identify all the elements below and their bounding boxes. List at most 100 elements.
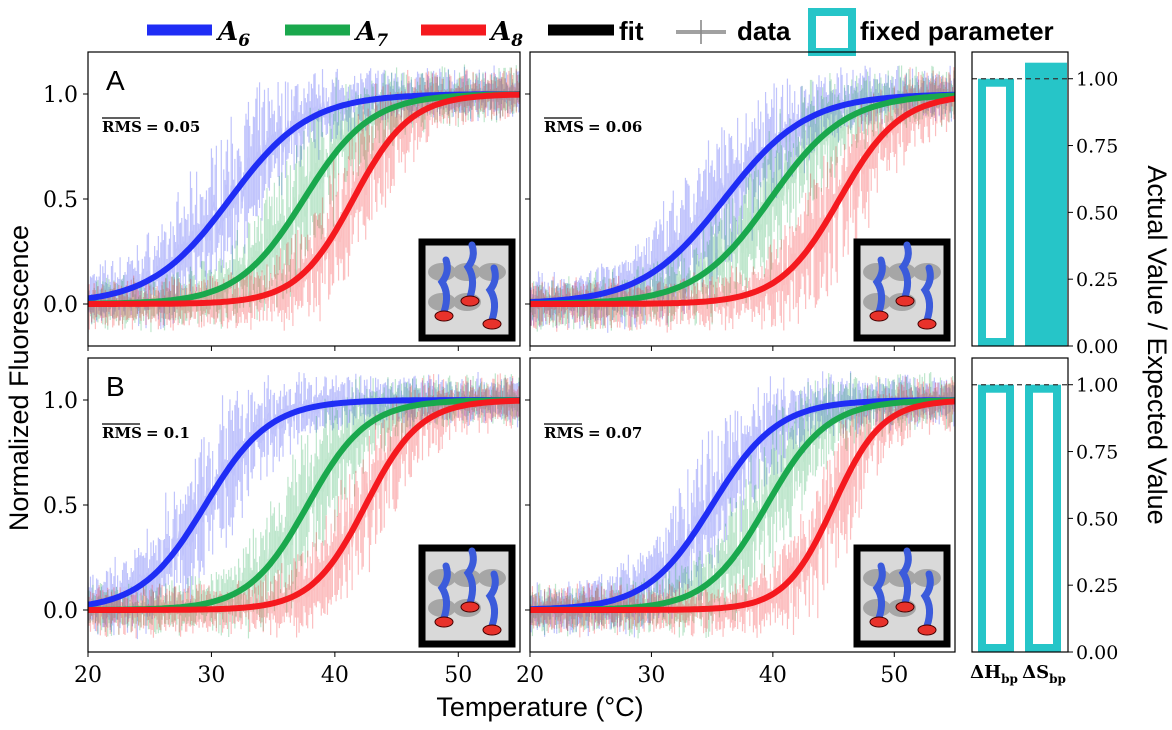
- fit-curve-A8: [530, 398, 955, 613]
- data-line-A8: [88, 87, 520, 313]
- strand-shape: [920, 264, 934, 324]
- y-tick-label: 0.5: [43, 188, 78, 213]
- legend: A6 A7 A8 fit data fixed parameter: [147, 8, 1054, 56]
- x-axis-title: Temperature (°C): [436, 692, 643, 722]
- panel-label: A: [106, 65, 125, 96]
- frame-B-bars: [971, 357, 1069, 653]
- right-y-axis-title: Actual Value / Expected Value: [1142, 165, 1172, 524]
- y-tick-label: 0.75: [1076, 442, 1118, 464]
- strand-shape: [437, 256, 451, 316]
- inset-frame: [853, 238, 951, 342]
- strand-shape: [485, 570, 499, 630]
- strand-shape: [485, 264, 499, 324]
- y-axis-title: Normalized Fluorescence: [4, 225, 34, 531]
- bar-ΔHbp: [978, 78, 1014, 347]
- y-tick-label: 0.50: [1076, 202, 1118, 224]
- rms-label: RMS: [102, 424, 142, 442]
- x-tick-label: 30: [637, 663, 665, 688]
- anchor-site: [434, 310, 454, 322]
- y-tick-label: 0.25: [1076, 269, 1118, 291]
- strand-shape: [437, 562, 451, 622]
- anchor-site: [482, 318, 502, 330]
- fit-curve-A8: [530, 95, 955, 307]
- bar-ΔSbp: [1025, 384, 1061, 652]
- rms-value: = 0.06: [588, 118, 642, 136]
- plot-area-A-right: [530, 65, 955, 333]
- rms-label: RMS: [102, 118, 142, 136]
- data-A8: [88, 373, 520, 639]
- legend-fixed-swatch: [808, 8, 856, 56]
- fit-curve-A8: [88, 91, 520, 307]
- y-tick-label: 0.75: [1076, 136, 1118, 158]
- y-tick-label: 0.00: [1076, 642, 1118, 664]
- bar-ΔHbp: [978, 384, 1014, 652]
- frame-A-bars: [971, 51, 1069, 347]
- anchor-site: [869, 310, 889, 322]
- anchor-site: [434, 616, 454, 628]
- x-tick-label: 20: [516, 663, 544, 688]
- panel-B-right: 20 30 40 50 RMS = 0.07: [516, 357, 956, 688]
- legend-fixed-label: fixed parameter: [860, 16, 1054, 46]
- anchor-site: [917, 624, 937, 636]
- anchor-site: [895, 295, 915, 307]
- inset-image: [853, 544, 951, 648]
- legend-data-swatch: [676, 20, 726, 44]
- rms-value: = 0.1: [146, 424, 190, 442]
- x-tick-label: 30: [197, 663, 225, 688]
- legend-a7-label: A7: [353, 17, 388, 51]
- y-tick-label: 0.50: [1076, 508, 1118, 530]
- anchor-site: [869, 616, 889, 628]
- anchor-site: [482, 624, 502, 636]
- anchor-site: [460, 601, 480, 613]
- x-tick-label: 50: [880, 663, 908, 688]
- inset-image: [418, 238, 516, 342]
- anchor-site: [917, 318, 937, 330]
- y-tick-label: 1.0: [43, 83, 78, 108]
- strand-shape: [463, 241, 477, 301]
- fit-curve-A6: [530, 91, 955, 306]
- strand-shape: [920, 570, 934, 630]
- inset-image: [853, 238, 951, 342]
- y-tick-label: 0.25: [1076, 575, 1118, 597]
- strand-shape: [898, 241, 912, 301]
- panel-A-bars: 0.00 0.25 0.50 0.75 1.00: [971, 51, 1118, 358]
- legend-data-label: data: [737, 16, 791, 46]
- y-tick-label: 0.00: [1076, 336, 1118, 358]
- panel-B-left: 20 30 40 50 0.0 0.5 1.0 B RMS = 0.1: [43, 357, 521, 688]
- y-tick-label: 0.0: [43, 293, 78, 318]
- panel-A-left: 0.0 0.5 1.0 A RMS = 0.05: [43, 51, 521, 351]
- strand-shape: [463, 547, 477, 607]
- legend-a8-label: A8: [488, 17, 523, 51]
- x-tick-label: 40: [321, 663, 349, 688]
- panel-A-right: RMS = 0.06: [525, 51, 956, 351]
- bar-category-dh: ΔHbp: [970, 662, 1018, 686]
- x-tick-label: 20: [74, 663, 102, 688]
- strand-shape: [872, 256, 886, 316]
- plot-area-A-left: [88, 64, 520, 333]
- x-tick-label: 50: [444, 663, 472, 688]
- plot-area-B-left: [88, 372, 520, 640]
- y-tick-label: 0.0: [43, 599, 78, 624]
- fit-curve-A6: [530, 397, 955, 613]
- fit-curve-A8: [88, 397, 520, 613]
- x-tick-label: 40: [759, 663, 787, 688]
- rms-value: = 0.07: [588, 424, 642, 442]
- inset-image: [418, 544, 516, 648]
- bar-ΔSbp: [1025, 62, 1067, 346]
- plot-area-B-right: [530, 371, 955, 639]
- bar-category-ds: ΔSbp: [1022, 662, 1066, 686]
- y-tick-label: 1.00: [1076, 69, 1118, 91]
- panel-label: B: [106, 371, 125, 402]
- y-tick-label: 0.5: [43, 494, 78, 519]
- rms-label: RMS: [544, 424, 584, 442]
- rms-label: RMS: [544, 118, 584, 136]
- legend-a6-label: A6: [215, 17, 250, 51]
- strand-shape: [898, 547, 912, 607]
- panel-B-bars: 0.00 0.25 0.50 0.75 1.00: [971, 357, 1118, 664]
- y-tick-label: 1.00: [1076, 375, 1118, 397]
- anchor-site: [460, 295, 480, 307]
- anchor-site: [895, 601, 915, 613]
- strand-shape: [872, 562, 886, 622]
